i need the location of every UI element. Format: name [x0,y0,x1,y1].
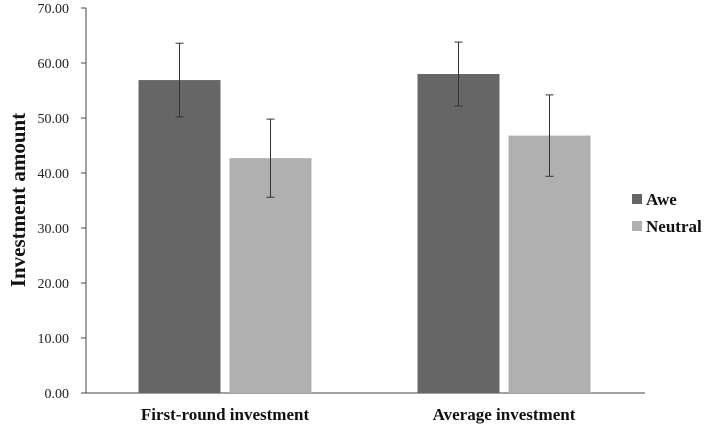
y-tick-label: 50.00 [38,112,70,127]
y-tick-label: 10.00 [38,332,70,347]
bars [138,41,591,394]
y-tick-label: 30.00 [38,222,70,237]
y-tick-label: 20.00 [38,277,70,292]
y-ticks: 0.00 10.00 20.00 30.00 40.00 50.00 60.00 70.00 [38,2,86,402]
y-tick-label: 40.00 [38,167,70,182]
legend-label-neutral: Neutral [646,217,702,236]
y-tick-label: 0.00 [45,387,70,402]
x-category-label: Average investment [433,405,576,424]
bar-neutral-1 [508,135,591,393]
bar-awe-1 [417,74,500,393]
y-tick-label: 70.00 [38,2,70,17]
y-tick-label: 60.00 [38,57,70,72]
legend-swatch-neutral [632,221,642,231]
legend-swatch-awe [632,194,642,204]
x-categories: First-round investment Average investment [141,405,576,424]
legend: Awe Neutral [632,190,702,236]
x-category-label: First-round investment [141,405,310,424]
legend-label-awe: Awe [646,190,677,209]
bar-awe-0 [138,80,221,394]
y-axis-label: Investment amount [6,113,30,287]
